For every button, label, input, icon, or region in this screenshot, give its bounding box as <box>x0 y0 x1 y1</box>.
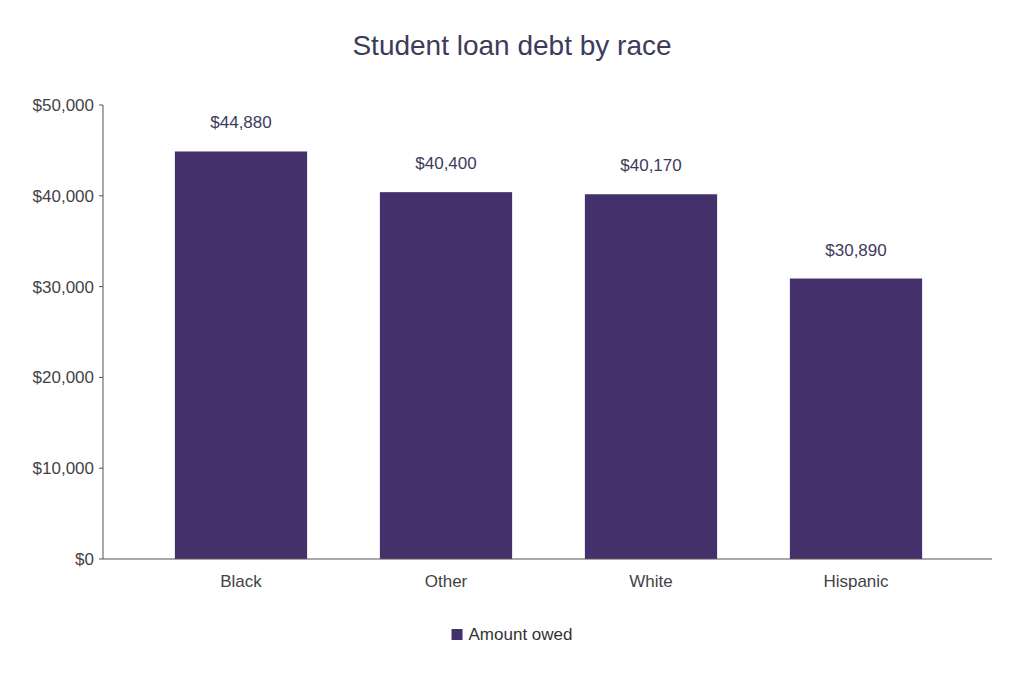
data-label: $44,880 <box>210 113 271 132</box>
y-tick-label: $10,000 <box>33 459 94 478</box>
y-tick-label: $20,000 <box>33 368 94 387</box>
y-tick-label: $30,000 <box>33 278 94 297</box>
bars <box>175 151 922 559</box>
legend-label: Amount owed <box>469 625 573 644</box>
legend: Amount owed <box>452 625 573 644</box>
bar <box>380 192 512 559</box>
data-label: $40,400 <box>415 154 476 173</box>
title: Student loan debt by race <box>352 30 671 61</box>
legend-swatch <box>452 629 463 640</box>
chart-container: Student loan debt by race $0 $10,000 $20,00… <box>0 0 1024 683</box>
y-tick-label: $40,000 <box>33 187 94 206</box>
bar <box>585 194 717 559</box>
x-tick-label: Other <box>425 572 468 591</box>
data-label: $40,170 <box>620 156 681 175</box>
bar <box>790 279 922 559</box>
y-tick <box>99 195 103 196</box>
data-label: $30,890 <box>825 241 886 260</box>
y-tick <box>99 105 103 106</box>
y-tick-label: $0 <box>75 550 94 569</box>
y-tick <box>99 559 103 560</box>
x-tick-label: White <box>629 572 672 591</box>
y-tick-label: $50,000 <box>33 96 94 115</box>
x-tick-label: Hispanic <box>823 572 889 591</box>
bar <box>175 151 307 559</box>
y-tick <box>99 377 103 378</box>
y-tick <box>99 468 103 469</box>
y-axis-line <box>103 105 104 559</box>
y-tick <box>99 286 103 287</box>
chart-svg: Student loan debt by race $0 $10,000 $20,00… <box>0 0 1024 683</box>
x-tick-label: Black <box>220 572 262 591</box>
x-axis-line <box>103 559 992 560</box>
